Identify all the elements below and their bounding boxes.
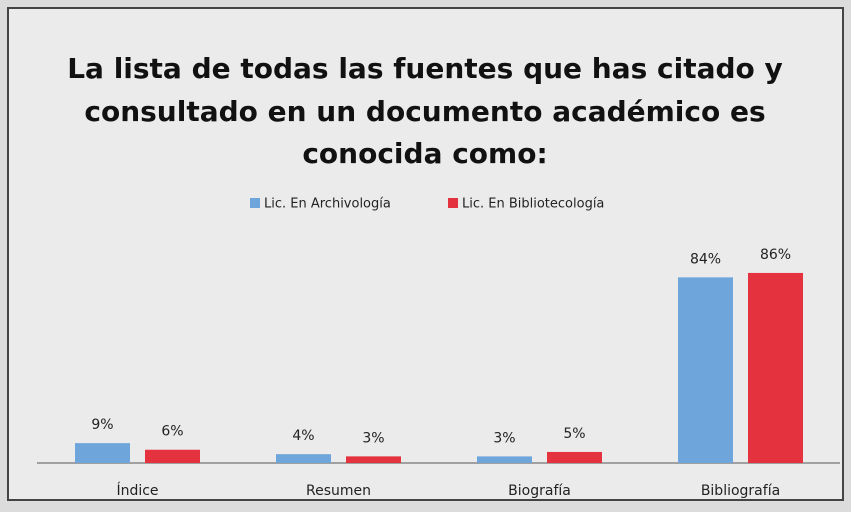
data-label: 86% <box>760 247 791 263</box>
data-label: 84% <box>690 251 721 267</box>
x-tick-label: Resumen <box>306 483 371 499</box>
legend-label: Lic. En Bibliotecología <box>462 197 604 212</box>
data-label: 3% <box>493 430 515 446</box>
chart-title: La lista de todas las fuentes que has ci… <box>67 52 783 85</box>
bar <box>748 272 803 463</box>
legend-label: Lic. En Archivología <box>264 197 391 212</box>
data-label: 3% <box>362 430 384 446</box>
bar <box>276 454 331 463</box>
data-label: 6% <box>161 424 183 440</box>
data-label: 4% <box>292 428 314 444</box>
legend-swatch <box>448 198 458 208</box>
x-tick-label: Biografía <box>508 483 571 499</box>
bar <box>678 277 733 463</box>
data-label: 5% <box>563 426 585 442</box>
bar <box>346 456 401 463</box>
bar <box>477 456 532 463</box>
chart-title: consultado en un documento académico es <box>84 95 765 128</box>
legend-swatch <box>250 198 260 208</box>
x-tick-label: Bibliografía <box>701 483 780 499</box>
bar <box>75 443 130 463</box>
data-label: 9% <box>91 417 113 433</box>
x-tick-label: Índice <box>116 482 158 499</box>
bar <box>547 451 602 463</box>
chart-title: conocida como: <box>302 137 547 170</box>
bar <box>145 449 200 463</box>
